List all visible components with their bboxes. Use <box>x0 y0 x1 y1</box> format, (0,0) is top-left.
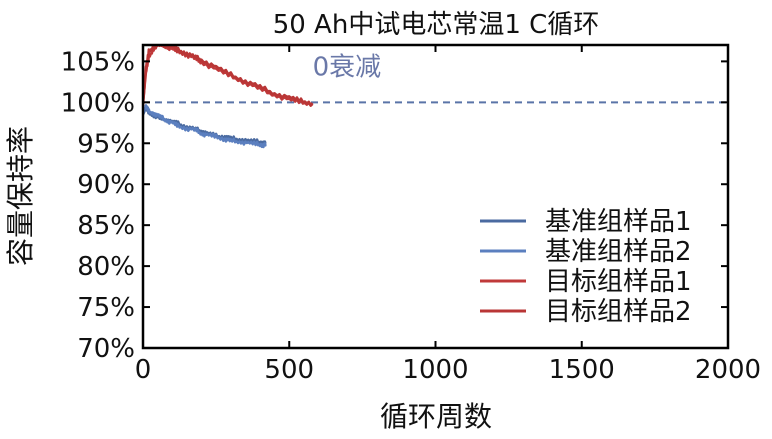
legend-label: 目标组样品1 <box>545 267 692 297</box>
legend-label: 基准组样品2 <box>545 237 692 267</box>
y-tick-label: 80% <box>77 252 135 282</box>
legend-label: 目标组样品2 <box>545 297 692 327</box>
x-axis-label: 循环周数 <box>380 400 492 433</box>
x-tick-label: 1000 <box>402 355 468 385</box>
x-tick-label: 1500 <box>549 355 615 385</box>
y-tick-label: 105% <box>61 47 135 77</box>
chart-title: 50 Ah中试电芯常温1 C循环 <box>273 10 600 40</box>
zero-decay-annotation: 0衰减 <box>313 52 382 82</box>
y-tick-label: 75% <box>77 293 135 323</box>
y-tick-label: 100% <box>61 88 135 118</box>
x-tick-label: 2000 <box>695 355 761 385</box>
y-tick-label: 85% <box>77 211 135 241</box>
y-tick-label: 95% <box>77 129 135 159</box>
series-line <box>143 105 267 146</box>
x-tick-label: 0 <box>135 355 152 385</box>
series-line <box>143 104 267 149</box>
y-axis-label: 容量保持率 <box>4 126 37 266</box>
plot-area <box>143 45 728 149</box>
series-line <box>143 45 314 107</box>
y-tick-label: 70% <box>77 334 135 364</box>
x-tick-label: 500 <box>264 355 314 385</box>
y-tick-label: 90% <box>77 170 135 200</box>
axes: 0 500 1000 1500 2000 70% 75% 80% 85% 90% 95% 100% 10… <box>61 45 761 385</box>
legend-label: 基准组样品1 <box>545 207 692 237</box>
